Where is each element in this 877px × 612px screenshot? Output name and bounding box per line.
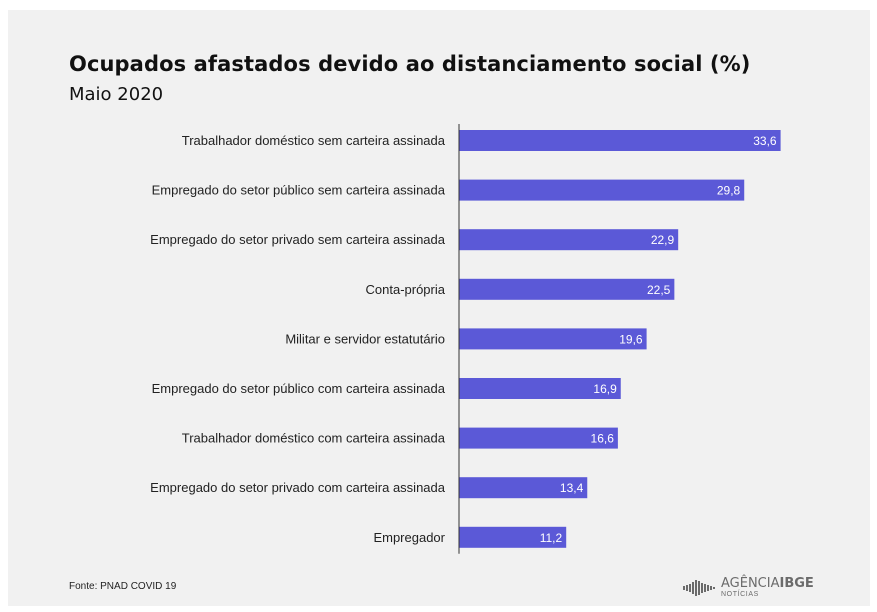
- logo-word-ibge: IBGE: [779, 576, 814, 591]
- data-label: 22,9: [651, 233, 675, 247]
- chart-card: [8, 10, 870, 606]
- bar: [459, 526, 567, 548]
- chart-title: Ocupados afastados devido ao distanciame…: [69, 52, 751, 76]
- bar: [459, 427, 618, 449]
- source-note: Fonte: PNAD COVID 19: [69, 581, 177, 592]
- bar: [459, 477, 588, 499]
- logo-wordmark: AGÊNCIAIBGE: [721, 577, 814, 590]
- bar: [459, 278, 675, 300]
- bar: [459, 179, 745, 201]
- category-label: Empregado do setor público com carteira …: [152, 381, 446, 396]
- agencia-ibge-logo: AGÊNCIAIBGE NOTÍCIAS: [683, 577, 814, 598]
- bar: [459, 328, 647, 350]
- data-label: 16,9: [593, 382, 617, 396]
- category-label: Empregado do setor privado sem carteira …: [150, 232, 446, 247]
- data-label: 19,6: [619, 332, 643, 346]
- data-label: 22,5: [647, 283, 671, 297]
- logo-subtext: NOTÍCIAS: [721, 591, 759, 598]
- data-label: 13,4: [560, 481, 584, 495]
- category-label: Trabalhador doméstico sem carteira assin…: [182, 133, 446, 148]
- category-label: Empregado do setor privado com carteira …: [150, 480, 446, 495]
- data-label: 16,6: [591, 432, 615, 446]
- category-label: Trabalhador doméstico com carteira assin…: [182, 431, 446, 446]
- bar: [459, 229, 679, 251]
- category-label: Militar e servidor estatutário: [285, 331, 445, 346]
- logo-word-agencia: AGÊNCIA: [721, 576, 780, 591]
- ibge-bars-icon: [683, 579, 715, 596]
- category-label: Conta-própria: [366, 282, 446, 297]
- data-label: 33,6: [753, 134, 777, 148]
- data-label: 11,2: [540, 531, 563, 545]
- chart-subtitle: Maio 2020: [69, 84, 164, 105]
- category-label: Empregador: [373, 530, 445, 545]
- bar: [459, 378, 621, 399]
- data-label: 29,8: [717, 184, 741, 198]
- category-label: Empregado do setor público sem carteira …: [152, 183, 446, 198]
- bar: [459, 130, 781, 151]
